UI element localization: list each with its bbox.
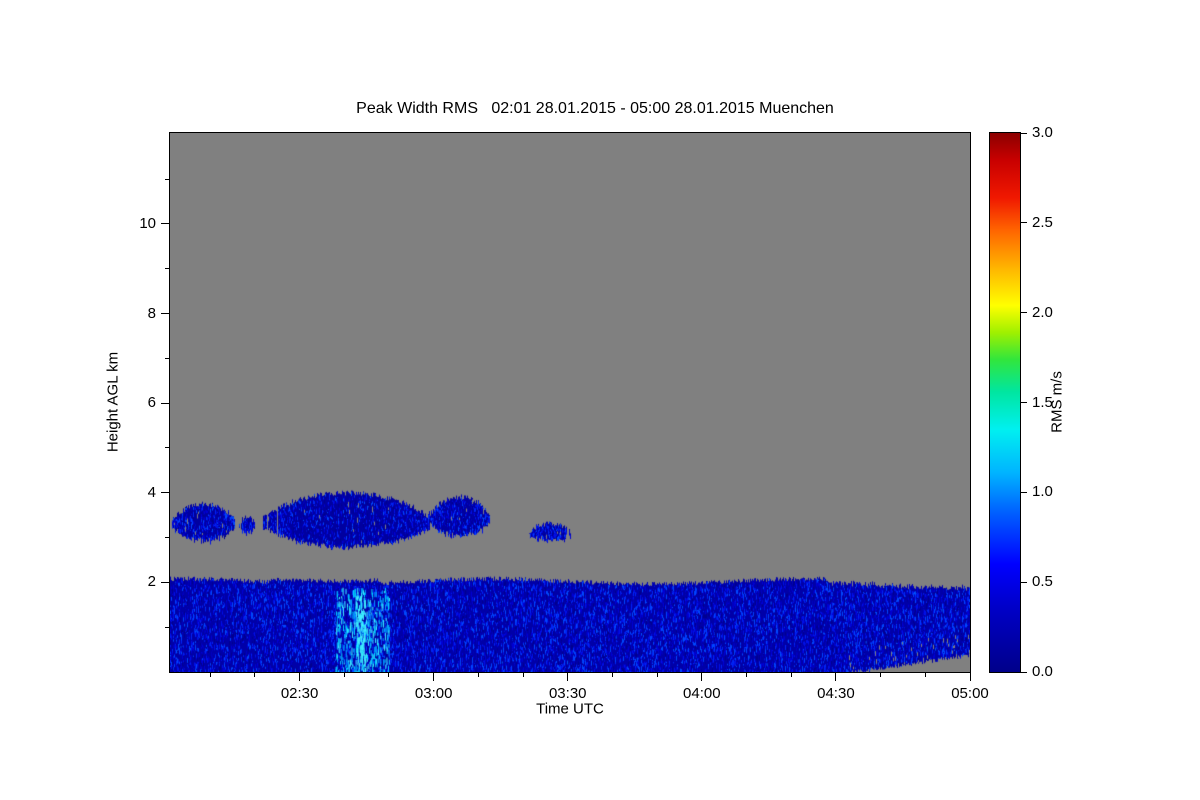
x-minor-tick xyxy=(209,672,211,677)
y-tick xyxy=(161,581,170,583)
x-tick xyxy=(835,672,837,681)
y-tick xyxy=(161,223,170,225)
colorbar-tick-label: 2.0 xyxy=(1032,303,1053,321)
chart-title: Peak Width RMS 02:01 28.01.2015 - 05:00 … xyxy=(356,100,834,117)
colorbar-tick xyxy=(1021,312,1027,314)
x-tick-label: 05:00 xyxy=(951,685,989,702)
x-tick-label: 04:00 xyxy=(683,685,721,702)
colorbar-tick xyxy=(1021,402,1027,403)
y-tick xyxy=(161,313,170,315)
colorbar-tick-label: 0.0 xyxy=(1032,663,1053,680)
plot-frame xyxy=(169,132,971,673)
x-tick xyxy=(433,672,435,681)
y-minor-tick xyxy=(165,537,170,539)
x-tick xyxy=(701,672,703,681)
y-tick xyxy=(161,492,170,494)
x-tick-label: 03:30 xyxy=(548,685,587,702)
y-minor-tick xyxy=(165,447,170,449)
x-minor-tick xyxy=(746,672,748,677)
x-minor-tick xyxy=(611,672,613,677)
colorbar-tick xyxy=(1021,132,1027,134)
x-minor-tick xyxy=(477,672,479,677)
y-tick-label: 6 xyxy=(147,394,156,412)
y-tick-label: 4 xyxy=(147,483,156,501)
x-minor-tick xyxy=(388,672,390,677)
x-minor-tick xyxy=(522,672,524,677)
colorbar-gradient xyxy=(990,133,1020,672)
x-minor-tick xyxy=(254,672,256,677)
y-minor-tick xyxy=(165,268,170,270)
colorbar-tick-label: 0.5 xyxy=(1032,573,1053,591)
x-tick-label: 03:00 xyxy=(414,685,453,702)
x-tick xyxy=(567,672,569,681)
colorbar-tick xyxy=(1021,671,1027,673)
x-minor-tick xyxy=(880,672,882,677)
x-minor-tick xyxy=(924,672,926,677)
x-minor-tick xyxy=(656,672,658,677)
colorbar-tick-label: 3.0 xyxy=(1032,124,1053,141)
heatmap-canvas xyxy=(170,133,970,672)
x-minor-tick xyxy=(343,672,345,677)
y-minor-tick xyxy=(165,626,170,628)
y-tick-label: 8 xyxy=(147,304,156,322)
y-minor-tick xyxy=(165,357,170,359)
colorbar-frame xyxy=(989,132,1021,673)
x-tick xyxy=(299,672,301,681)
x-tick-label: 04:30 xyxy=(817,685,855,702)
colorbar-tick-label: 1.0 xyxy=(1032,483,1053,501)
y-minor-tick xyxy=(165,178,170,180)
colorbar-tick-label: 2.5 xyxy=(1032,213,1053,231)
y-tick xyxy=(161,402,170,404)
colorbar-tick xyxy=(1021,491,1027,493)
x-axis-label: Time UTC xyxy=(536,700,604,718)
x-tick-label: 02:30 xyxy=(280,685,319,702)
colorbar-tick xyxy=(1021,222,1027,224)
colorbar-tick-label: 1.5 xyxy=(1032,393,1053,411)
y-tick-label: 2 xyxy=(147,573,156,591)
x-tick xyxy=(969,672,971,681)
x-minor-tick xyxy=(790,672,792,677)
y-tick-label: 10 xyxy=(139,214,156,232)
colorbar-tick xyxy=(1021,581,1027,583)
